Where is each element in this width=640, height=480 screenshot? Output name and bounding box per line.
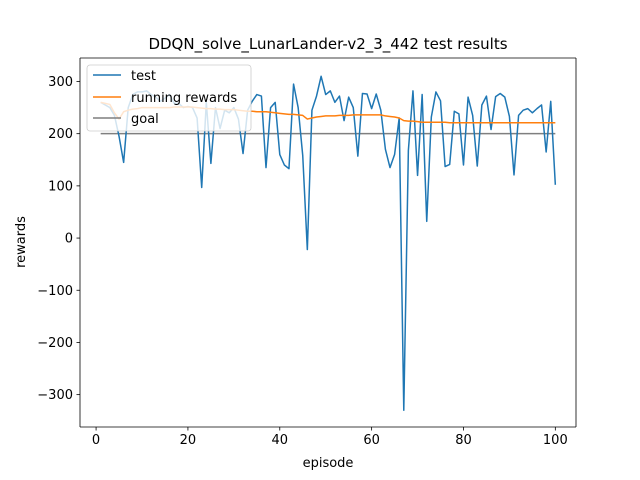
x-tick-label: 20 <box>180 433 197 448</box>
x-tick-label: 100 <box>543 433 568 448</box>
legend-label-test: test <box>131 69 156 84</box>
legend: test running rewards goal <box>86 64 252 132</box>
chart-title: DDQN_solve_LunarLander-v2_3_442 test res… <box>148 35 507 54</box>
y-tick-label: −300 <box>37 388 73 403</box>
plot-frame <box>79 57 577 428</box>
x-axis-ticks: 0 20 40 60 80 100 <box>92 427 568 448</box>
y-tick-label: 100 <box>48 179 73 194</box>
y-axis-label: rewards <box>14 216 29 268</box>
y-axis-ticks: −300 −200 −100 0 100 200 300 <box>37 75 80 403</box>
y-tick-label: 300 <box>48 75 73 90</box>
x-tick-label: 80 <box>455 433 472 448</box>
legend-label-running-rewards: running rewards <box>131 91 237 106</box>
legend-label-goal: goal <box>131 112 159 127</box>
x-axis-label: episode <box>303 456 354 471</box>
legend-box <box>86 64 252 132</box>
y-tick-label: 200 <box>48 127 73 142</box>
x-tick-label: 0 <box>92 433 100 448</box>
y-tick-label: −200 <box>37 336 73 351</box>
x-tick-label: 40 <box>272 433 289 448</box>
y-tick-label: 0 <box>65 232 73 247</box>
x-tick-label: 60 <box>363 433 380 448</box>
y-tick-label: −100 <box>37 284 73 299</box>
